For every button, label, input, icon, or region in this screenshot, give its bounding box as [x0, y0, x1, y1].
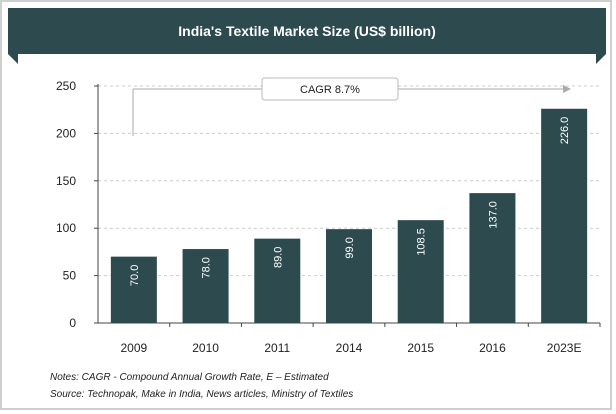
bar — [326, 229, 372, 323]
chart-title-bar: India's Textile Market Size (US$ billion… — [8, 8, 606, 64]
bar-value-label: 89.0 — [272, 247, 284, 268]
bar-value-label: 99.0 — [344, 237, 356, 258]
x-tick-label: 2010 — [192, 341, 219, 355]
title-left-notch — [8, 54, 18, 64]
x-tick-label: 2009 — [121, 341, 148, 355]
y-tick-label: 50 — [63, 269, 77, 283]
bar-value-label: 70.0 — [129, 265, 141, 286]
bar — [469, 193, 516, 323]
y-tick-label: 200 — [56, 126, 76, 140]
cagr-label: CAGR 8.7% — [300, 84, 360, 96]
chart-title: India's Textile Market Size (US$ billion… — [178, 23, 436, 39]
footer-source: Source: Technopak, Make in India, News a… — [50, 389, 354, 400]
title-right-notch — [596, 54, 606, 64]
x-tick-label: 2016 — [479, 341, 506, 355]
x-tick-label: 2011 — [264, 341, 290, 355]
bar — [541, 108, 588, 323]
bar-value-label: 137.0 — [487, 201, 499, 229]
cagr-arrowhead — [563, 85, 571, 93]
cagr-label-box — [261, 77, 399, 101]
y-tick-label: 0 — [69, 316, 76, 330]
x-tick-label: 2023E — [547, 341, 582, 355]
bar-value-label: 108.5 — [416, 228, 428, 256]
bar-value-label: 78.0 — [201, 257, 213, 278]
bar — [397, 220, 444, 323]
x-tick-label: 2014 — [336, 341, 363, 355]
bar — [254, 238, 301, 323]
x-tick-label: 2015 — [407, 341, 434, 355]
y-tick-label: 150 — [56, 174, 76, 188]
footer-notes: Notes: CAGR - Compound Annual Growth Rat… — [50, 372, 329, 383]
y-tick-label: 100 — [56, 221, 76, 235]
y-tick-label: 250 — [56, 79, 76, 93]
bar — [110, 256, 157, 323]
bar — [182, 249, 229, 323]
bar-value-label: 226.0 — [559, 117, 571, 145]
